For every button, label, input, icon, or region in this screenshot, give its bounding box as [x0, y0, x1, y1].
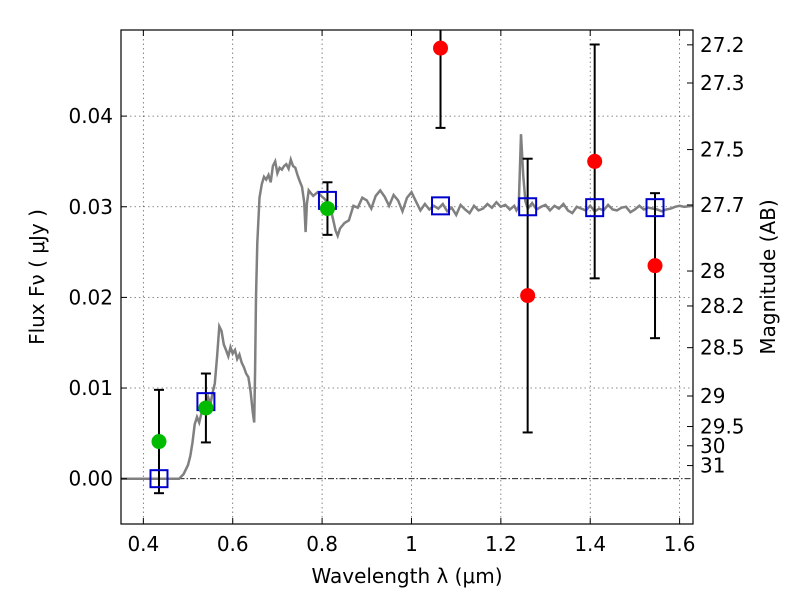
y-tick-label: 0.02	[68, 285, 113, 309]
axis-ticks: 0.4 0.6 0.8 1 1.2 1.4 1.6 0.00 0.01 0.02 0.03 0.04 2…	[68, 30, 745, 556]
right-axis-label: Magnitude (AB)	[756, 199, 780, 354]
square-marker	[431, 196, 451, 216]
circle-marker	[520, 288, 536, 304]
x-tick-label: 1.4	[574, 532, 606, 556]
data-points	[149, 30, 665, 495]
x-axis-label: Wavelength λ (μm)	[311, 564, 502, 588]
plot-frame	[120, 29, 694, 525]
square-marker	[645, 198, 665, 218]
x-tick-label: 0.6	[217, 532, 249, 556]
right-tick-label: 27.5	[700, 138, 745, 162]
circle-marker	[198, 400, 214, 416]
x-tick-label: 1	[405, 532, 418, 556]
right-tick-label: 28.2	[700, 294, 745, 318]
right-tick-label: 29	[700, 384, 725, 408]
right-tick-label: 28	[700, 259, 725, 283]
right-tick-label: 27.7	[700, 193, 745, 217]
right-tick-label: 27.3	[700, 71, 745, 95]
x-tick-label: 1.6	[664, 532, 696, 556]
y-tick-label: 0.04	[68, 104, 113, 128]
x-tick-label: 0.4	[127, 532, 159, 556]
circle-marker	[433, 40, 449, 56]
right-tick-label: 30	[700, 434, 725, 458]
y-tick-label: 0.00	[68, 467, 113, 491]
circle-marker	[587, 153, 603, 169]
right-tick-label: 31	[700, 454, 725, 478]
y-tick-label: 0.03	[68, 195, 113, 219]
y-axis-label: Flux Fν ( μJy )	[25, 209, 49, 345]
square-marker	[149, 469, 169, 489]
x-tick-label: 1.2	[485, 532, 517, 556]
x-tick-label: 0.8	[306, 532, 338, 556]
circle-marker	[319, 201, 335, 217]
circle-marker	[647, 258, 663, 274]
y-tick-label: 0.01	[68, 376, 113, 400]
circle-marker	[151, 434, 167, 450]
right-tick-label: 29.5	[700, 415, 745, 439]
grid-lines	[121, 30, 693, 524]
right-tick-label: 28.5	[700, 336, 745, 360]
square-marker	[585, 198, 605, 218]
right-tick-label: 27.2	[700, 33, 745, 57]
square-marker	[518, 197, 538, 217]
model-spectrum-line	[121, 134, 693, 480]
